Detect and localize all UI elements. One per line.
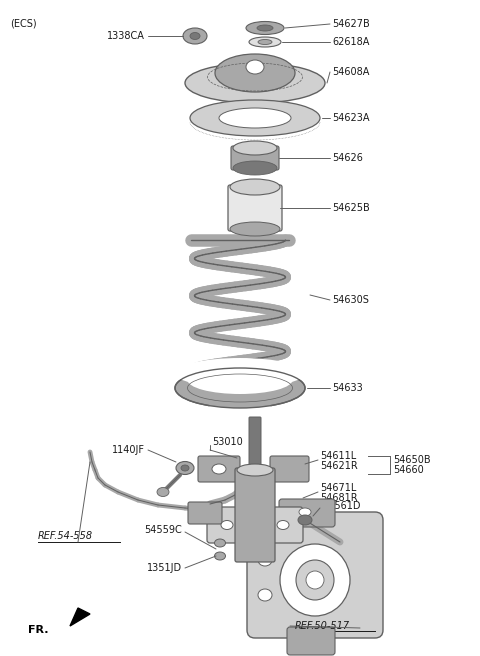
- FancyBboxPatch shape: [228, 185, 282, 231]
- Text: 53010: 53010: [212, 437, 243, 447]
- Text: 54625B: 54625B: [332, 203, 370, 213]
- Ellipse shape: [157, 487, 169, 497]
- FancyBboxPatch shape: [235, 468, 275, 562]
- Ellipse shape: [233, 161, 277, 175]
- FancyBboxPatch shape: [270, 456, 309, 482]
- Ellipse shape: [258, 589, 272, 601]
- Text: (ECS): (ECS): [10, 18, 36, 28]
- Text: 54671L: 54671L: [320, 483, 356, 493]
- Ellipse shape: [258, 554, 272, 566]
- Text: 54626: 54626: [332, 153, 363, 163]
- Ellipse shape: [277, 520, 289, 529]
- Ellipse shape: [181, 465, 189, 471]
- FancyBboxPatch shape: [287, 627, 335, 655]
- Ellipse shape: [215, 552, 226, 560]
- FancyBboxPatch shape: [247, 512, 383, 638]
- Text: 54623A: 54623A: [332, 113, 370, 123]
- Text: 54621R: 54621R: [320, 461, 358, 471]
- Ellipse shape: [233, 141, 277, 155]
- FancyBboxPatch shape: [231, 146, 279, 170]
- Ellipse shape: [215, 54, 295, 92]
- Ellipse shape: [237, 464, 273, 476]
- FancyBboxPatch shape: [279, 499, 335, 527]
- FancyBboxPatch shape: [207, 507, 303, 543]
- Text: REF.50-517: REF.50-517: [295, 621, 350, 631]
- Ellipse shape: [175, 368, 305, 408]
- Text: 1351JD: 1351JD: [147, 563, 182, 573]
- Text: 54627B: 54627B: [332, 19, 370, 29]
- Polygon shape: [70, 608, 90, 626]
- Text: 54559C: 54559C: [144, 525, 182, 535]
- Ellipse shape: [296, 560, 334, 600]
- Ellipse shape: [190, 33, 200, 39]
- Ellipse shape: [219, 108, 291, 128]
- Text: 54611L: 54611L: [320, 451, 356, 461]
- Ellipse shape: [280, 544, 350, 616]
- Ellipse shape: [246, 22, 284, 35]
- Ellipse shape: [183, 28, 207, 44]
- Ellipse shape: [230, 222, 280, 236]
- Text: 54681R: 54681R: [320, 493, 358, 503]
- Ellipse shape: [190, 100, 320, 136]
- FancyBboxPatch shape: [198, 456, 240, 482]
- Ellipse shape: [298, 515, 312, 525]
- Text: 62618A: 62618A: [332, 37, 370, 47]
- Text: REF.54-558: REF.54-558: [38, 531, 93, 541]
- Ellipse shape: [215, 539, 226, 547]
- Text: 54633: 54633: [332, 383, 363, 393]
- Ellipse shape: [230, 179, 280, 195]
- Text: 1140JF: 1140JF: [112, 445, 145, 455]
- Text: 54561D: 54561D: [322, 501, 360, 511]
- Ellipse shape: [249, 37, 281, 47]
- FancyBboxPatch shape: [188, 502, 222, 524]
- Text: 54650B: 54650B: [393, 455, 431, 465]
- Text: 54660: 54660: [393, 465, 424, 475]
- Ellipse shape: [185, 63, 325, 103]
- FancyBboxPatch shape: [249, 417, 261, 474]
- Text: 54608A: 54608A: [332, 67, 370, 77]
- Text: 1338CA: 1338CA: [107, 31, 145, 41]
- Ellipse shape: [246, 60, 264, 74]
- Ellipse shape: [257, 25, 273, 31]
- Ellipse shape: [175, 358, 305, 388]
- Ellipse shape: [221, 520, 233, 529]
- Ellipse shape: [188, 366, 292, 394]
- Text: 54630S: 54630S: [332, 295, 369, 305]
- Ellipse shape: [299, 508, 311, 516]
- Text: FR.: FR.: [28, 625, 48, 635]
- Ellipse shape: [306, 571, 324, 589]
- Ellipse shape: [212, 464, 226, 474]
- Ellipse shape: [176, 462, 194, 474]
- Ellipse shape: [258, 39, 272, 45]
